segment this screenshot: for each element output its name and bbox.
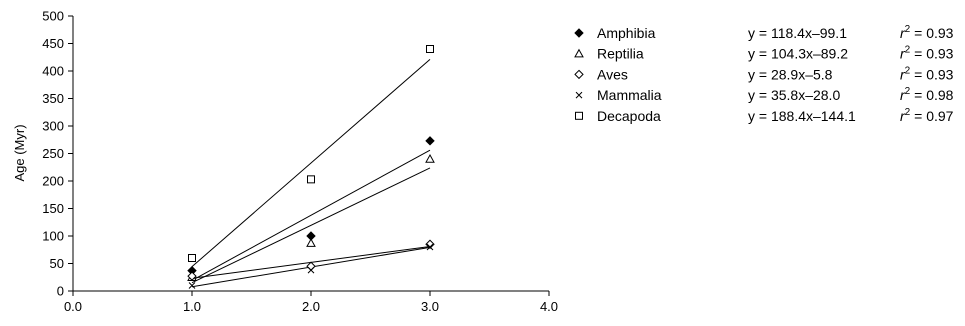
data-point-reptilia — [306, 238, 316, 247]
legend-label-aves: Aves — [597, 66, 628, 82]
legend-r2-decapoda: r2 = 0.97 — [900, 107, 954, 124]
legend-label-mammalia: Mammalia — [597, 87, 662, 103]
legend-label-decapoda: Decapoda — [597, 108, 661, 124]
data-point-mammalia — [426, 243, 434, 251]
data-point-aves — [306, 261, 316, 271]
trendline-decapoda — [191, 59, 431, 268]
plot-area: 0 50 100 150 200 250 300 350 400 450 500 0.0 1.0 2.0 3… — [42, 9, 558, 315]
y-tick-label: 350 — [42, 91, 64, 106]
data-point-decapoda — [188, 254, 196, 262]
legend-label-amphibia: Amphibia — [597, 25, 656, 41]
x-tick-label: 4.0 — [540, 299, 558, 314]
legend-r2-aves: r2 = 0.93 — [900, 65, 954, 82]
data-point-decapoda — [307, 175, 315, 184]
x-tick-label: 0.0 — [64, 299, 82, 314]
y-tick-label: 0 — [57, 284, 64, 299]
legend-label-reptilia: Reptilia — [597, 46, 644, 62]
legend-marker-mammalia — [575, 91, 583, 99]
data-point-aves — [187, 271, 197, 281]
y-tick-label: 400 — [42, 64, 64, 79]
legend-equation-decapoda: y = 188.4x–144.1 — [748, 108, 856, 124]
legend-equation-mammalia: y = 35.8x–28.0 — [748, 87, 840, 103]
y-tick-label: 200 — [42, 174, 64, 189]
y-tick-label: 150 — [42, 201, 64, 216]
legend-equation-aves: y = 28.9x–5.8 — [748, 66, 833, 82]
x-tick-label: 1.0 — [183, 299, 201, 314]
legend: Amphibia y = 118.4x–99.1 r2 = 0.93 Reptilia… — [574, 24, 954, 124]
legend-marker-reptilia — [574, 48, 584, 58]
legend-marker-amphibia — [574, 28, 584, 38]
y-tick-label: 250 — [42, 146, 64, 161]
trendline-amphibia — [191, 149, 431, 281]
data-point-reptilia — [425, 153, 435, 163]
legend-marker-aves — [574, 69, 584, 80]
x-tick-label: 2.0 — [302, 299, 320, 314]
y-tick-label: 500 — [42, 9, 64, 24]
data-point-amphibia — [425, 136, 435, 146]
y-tick-label: 100 — [42, 229, 64, 244]
legend-marker-decapoda — [575, 111, 583, 120]
legend-equation-reptilia: y = 104.3x–89.2 — [748, 46, 848, 62]
data-point-decapoda — [426, 45, 434, 53]
trendline-reptilia — [191, 167, 431, 284]
y-tick-label: 300 — [42, 119, 64, 134]
y-axis-title: Age (Myr) — [12, 124, 27, 181]
y-tick-label: 450 — [42, 36, 64, 51]
data-point-aves — [425, 239, 435, 249]
data-point-mammalia — [307, 266, 315, 274]
x-tick-label: 3.0 — [421, 299, 439, 314]
y-tick-label: 50 — [50, 256, 64, 271]
legend-r2-mammalia: r2 = 0.98 — [900, 86, 954, 103]
legend-equation-amphibia: y = 118.4x–99.1 — [748, 25, 847, 41]
legend-r2-reptilia: r2 = 0.93 — [900, 45, 954, 62]
data-point-mammalia — [188, 282, 196, 289]
legend-r2-amphibia: r2 = 0.93 — [900, 24, 954, 41]
